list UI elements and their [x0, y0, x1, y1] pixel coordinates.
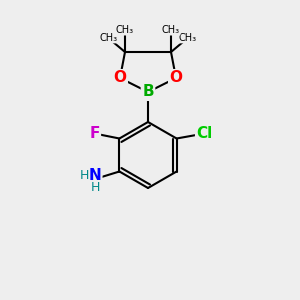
Text: H: H: [91, 181, 100, 194]
Text: F: F: [89, 126, 100, 141]
Text: B: B: [142, 85, 154, 100]
Text: CH₃: CH₃: [99, 33, 117, 43]
Text: H: H: [80, 169, 89, 182]
Text: N: N: [89, 168, 102, 183]
Text: O: O: [113, 70, 127, 86]
Text: CH₃: CH₃: [179, 33, 197, 43]
Text: CH₃: CH₃: [162, 25, 180, 35]
Text: CH₃: CH₃: [116, 25, 134, 35]
Text: Cl: Cl: [196, 126, 213, 141]
Text: O: O: [169, 70, 182, 86]
